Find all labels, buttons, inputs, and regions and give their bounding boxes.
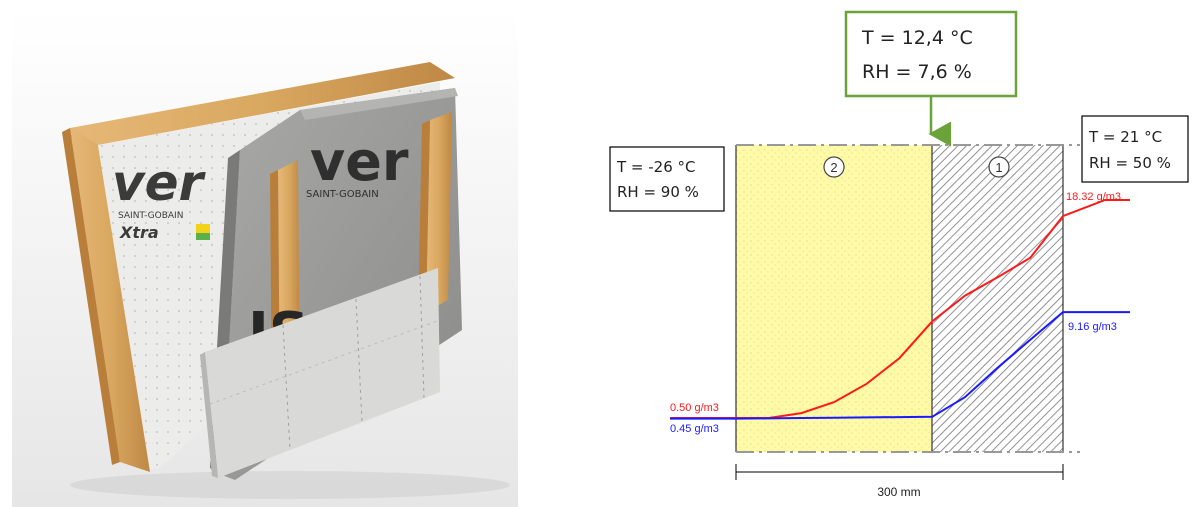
membrane-product-text: Xtra (119, 223, 159, 242)
gypsum-board-edge (200, 352, 218, 478)
layer-2-label: 2 (830, 160, 837, 175)
membrane-brand-text: ver (112, 154, 207, 212)
layer-1-label: 1 (995, 160, 1002, 175)
wall-assembly-photo: ver SAINT-GOBAIN Xtra ver SAINT-GOBAIN I… (12, 10, 518, 507)
layer-2-marker (823, 156, 845, 178)
layer-structure (932, 145, 1063, 452)
exterior-humidity: RH = 90 % (617, 183, 699, 201)
interface-humidity: RH = 7,6 % (862, 61, 972, 83)
green-tag (196, 233, 210, 240)
red-left-value: 0.50 g/m3 (670, 402, 719, 414)
interior-humidity: RH = 50 % (1089, 154, 1171, 172)
blue-left-value: 0.45 g/m3 (670, 423, 719, 435)
insulation-board-top (300, 88, 458, 120)
interface-temperature: T = 12,4 °C (861, 27, 973, 49)
left-timber-stud (70, 128, 150, 472)
exterior-conditions-box (609, 146, 725, 212)
interface-conditions-box (844, 10, 1018, 98)
layer-1-marker (988, 156, 1010, 178)
top-timber-plate (70, 62, 455, 145)
red-right-value: 18.32 g/m3 (1066, 191, 1121, 203)
interior-conditions-box (1081, 115, 1189, 183)
actual-vapour-line (670, 311, 1130, 420)
exterior-temperature: T = -26 °C (616, 158, 696, 176)
membrane-brand-subtext: SAINT-GOBAIN (118, 211, 183, 221)
saturation-vapour-line (670, 199, 1130, 419)
insulation-brand-text: ver (310, 130, 409, 193)
gypsum-board (205, 268, 440, 478)
dimension-label: 300 mm (877, 485, 920, 499)
yellow-tag (196, 224, 210, 233)
interior-temperature: T = 21 °C (1088, 128, 1162, 146)
layer-insulation (736, 145, 932, 452)
floor-shadow (70, 471, 510, 499)
front-stud-right (426, 112, 452, 312)
board-seam (209, 319, 441, 405)
condensation-diagram: 2 1 0.50 g/m3 0.45 g/m3 18.32 g/m3 9.16 … (609, 10, 1189, 499)
insulation-brand-subtext: SAINT-GOBAIN (306, 189, 379, 200)
blue-right-value: 9.16 g/m3 (1068, 321, 1117, 333)
left-stud-side (62, 128, 120, 465)
front-stud-right-side (418, 120, 430, 314)
